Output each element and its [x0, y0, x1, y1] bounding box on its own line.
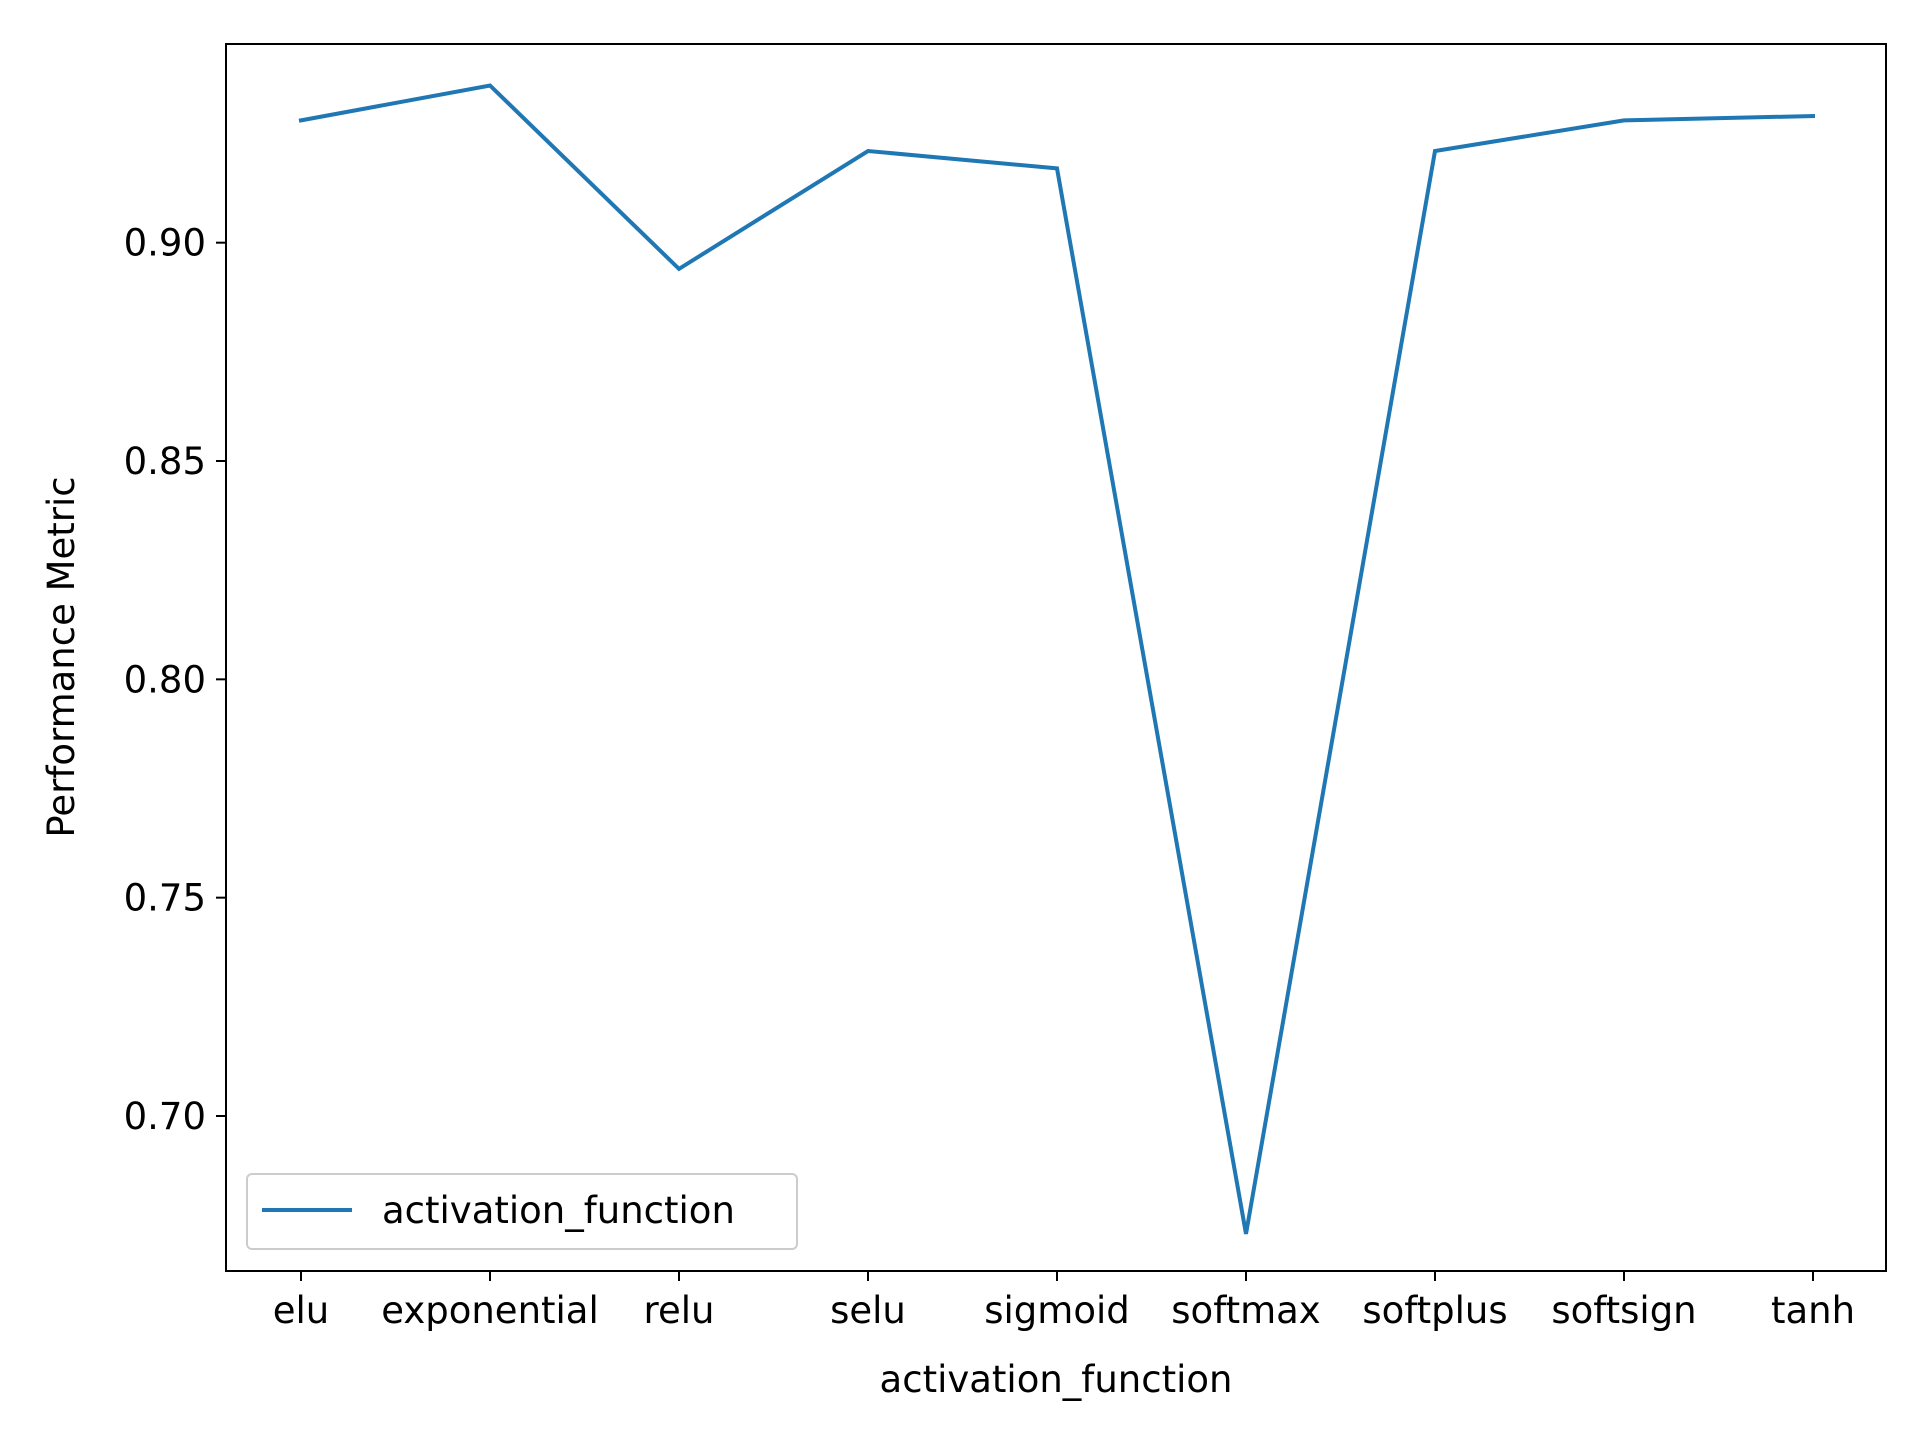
x-tick-label: softmax	[1171, 1289, 1320, 1332]
y-tick-label: 0.70	[124, 1095, 206, 1138]
series-line-activation_function	[298, 83, 1816, 1235]
x-tick-label: elu	[273, 1289, 330, 1332]
x-tick-label: relu	[644, 1289, 715, 1332]
legend-frame	[246, 1173, 798, 1250]
y-tick-label: 0.75	[124, 877, 206, 920]
legend-entry-label: activation_function	[382, 1189, 735, 1232]
y-tick-label: 0.90	[124, 222, 206, 265]
series-layer	[298, 83, 1816, 1235]
plot-frame	[225, 43, 1887, 1272]
legend: activation_function	[246, 1173, 798, 1250]
y-tick-label: 0.80	[124, 658, 206, 701]
x-axis-label: activation_function	[880, 1358, 1233, 1401]
x-axis-ticks: elu exponential relu selu sigmoid softmax soft…	[273, 1271, 1855, 1332]
x-tick-label: softplus	[1362, 1289, 1507, 1332]
x-tick-label: exponential	[381, 1289, 599, 1332]
x-tick-label: selu	[830, 1289, 906, 1332]
y-axis-label: Performance Metric	[40, 476, 83, 837]
x-tick-label: softsign	[1551, 1289, 1696, 1332]
y-tick-label: 0.85	[124, 440, 206, 483]
x-tick-label: tanh	[1771, 1289, 1855, 1332]
y-axis-ticks: 0.70 0.75 0.80 0.85 0.90	[124, 222, 226, 1138]
x-tick-label: sigmoid	[984, 1289, 1130, 1332]
